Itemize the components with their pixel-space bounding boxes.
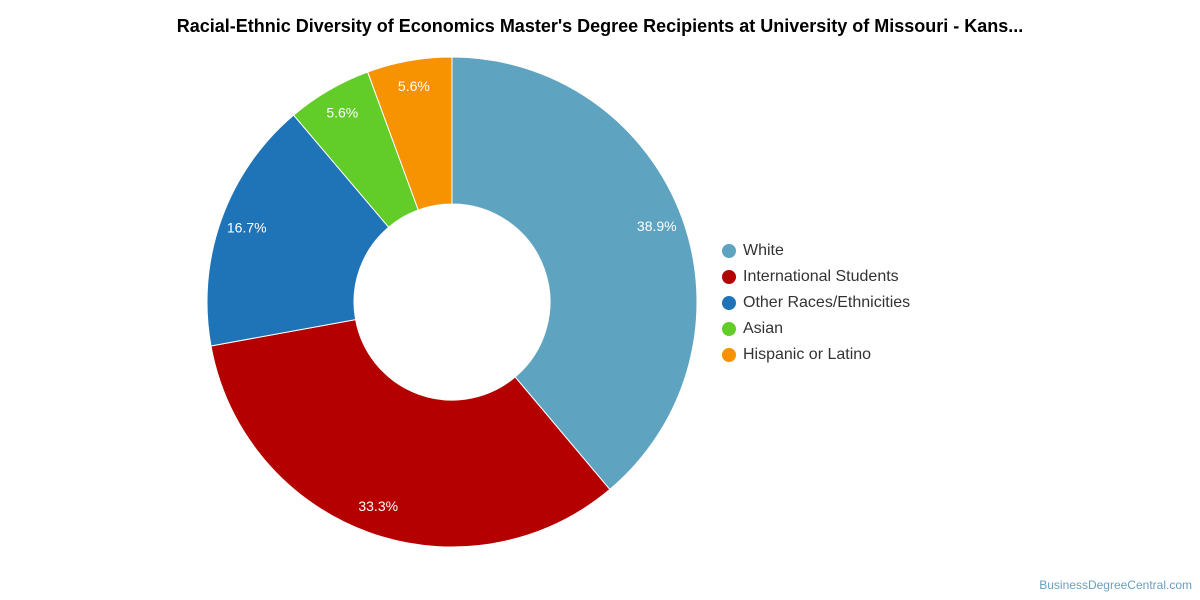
legend-label-other-races-ethnicities: Other Races/Ethnicities xyxy=(743,294,910,311)
donut-slices xyxy=(206,56,698,548)
legend-item-white[interactable]: White xyxy=(722,242,784,259)
legend-label-international-students: International Students xyxy=(743,268,899,285)
slice-white[interactable] xyxy=(451,56,698,491)
slice-label-hispanic-or-latino: 5.6% xyxy=(398,78,430,94)
slice-label-asian: 5.6% xyxy=(326,104,358,120)
chart-title: Racial-Ethnic Diversity of Economics Mas… xyxy=(176,16,1024,36)
slice-label-international-students: 33.3% xyxy=(358,498,398,514)
legend-label-hispanic-or-latino: Hispanic or Latino xyxy=(743,346,871,363)
legend-swatch-other-races-ethnicities xyxy=(722,296,736,310)
legend: White International Students Other Races/E… xyxy=(722,242,910,363)
slice-label-other-races-ethnicities: 16.7% xyxy=(227,219,267,235)
legend-item-hispanic-or-latino[interactable]: Hispanic or Latino xyxy=(722,346,871,363)
legend-label-white: White xyxy=(743,242,784,259)
legend-swatch-white xyxy=(722,244,736,258)
legend-label-asian: Asian xyxy=(743,320,783,337)
legend-item-other-races-ethnicities[interactable]: Other Races/Ethnicities xyxy=(722,294,910,311)
legend-swatch-hispanic-or-latino xyxy=(722,348,736,362)
slice-other-races-ethnicities[interactable] xyxy=(206,114,390,347)
slice-labels: 38.9% 33.3% 16.7% 5.6% 5.6% xyxy=(227,78,677,514)
legend-item-international-students[interactable]: International Students xyxy=(722,268,899,285)
legend-swatch-international-students xyxy=(722,270,736,284)
legend-item-asian[interactable]: Asian xyxy=(722,320,783,337)
source-credit[interactable]: BusinessDegreeCentral.com xyxy=(1039,578,1192,592)
slice-international-students[interactable] xyxy=(210,319,611,548)
legend-swatch-asian xyxy=(722,322,736,336)
slice-label-white: 38.9% xyxy=(637,218,677,234)
slice-hispanic-or-latino[interactable] xyxy=(367,56,453,211)
